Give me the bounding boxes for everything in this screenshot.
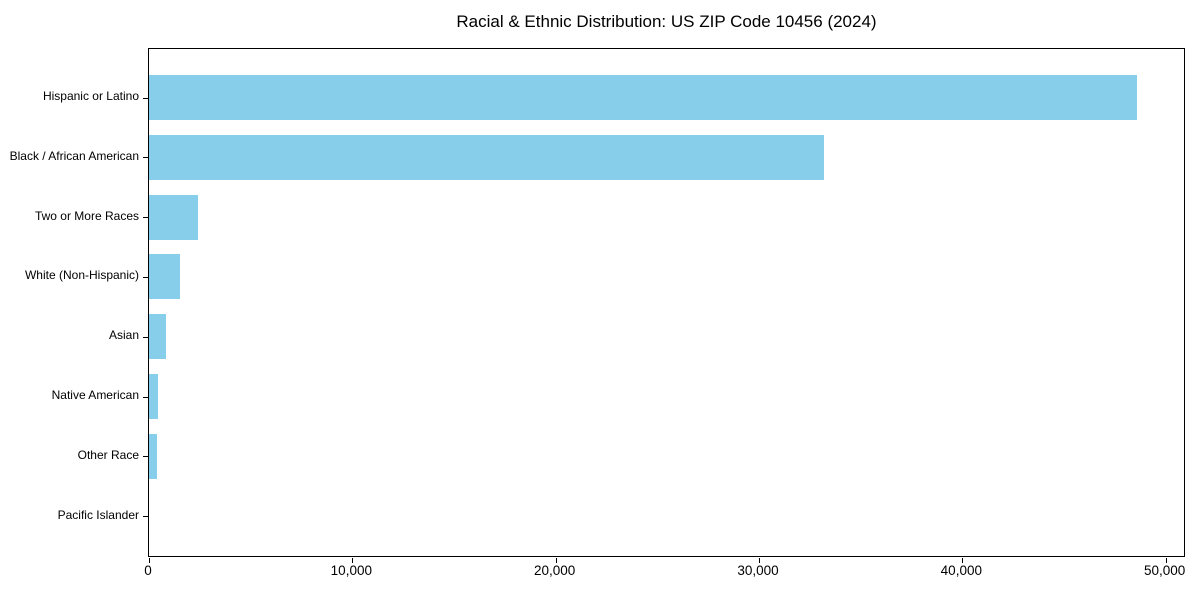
bar-white-non-hispanic (149, 254, 181, 300)
y-tick-mark (143, 396, 148, 398)
x-axis-tick-label: 30,000 (737, 563, 779, 578)
y-tick-mark (143, 217, 148, 219)
y-axis-label: Black / African American (9, 148, 139, 163)
x-axis-tick-label: 20,000 (534, 563, 576, 578)
y-axis-label: Other Race (77, 447, 139, 462)
y-axis-label: White (Non-Hispanic) (24, 268, 139, 283)
y-tick-mark (143, 276, 148, 278)
y-axis-label: Hispanic or Latino (42, 89, 139, 103)
x-tick-mark (352, 558, 354, 563)
bar-asian (149, 314, 167, 360)
y-tick-mark (143, 336, 148, 338)
x-tick-mark (1165, 558, 1167, 563)
bar-other-race (149, 433, 158, 479)
y-tick-mark (143, 516, 148, 518)
bar-two-or-more-races (149, 194, 198, 240)
x-axis-tick-label: 0 (144, 563, 152, 578)
bar-hispanic-or-latino (149, 75, 1138, 120)
y-axis-label: Pacific Islander (57, 507, 139, 522)
y-tick-mark (143, 456, 148, 458)
y-tick-mark (143, 157, 148, 159)
y-axis-label: Asian (108, 328, 139, 343)
x-axis-tick-label: 40,000 (940, 563, 982, 578)
bar-native-american (149, 374, 159, 419)
x-tick-mark (555, 558, 557, 563)
x-tick-mark (149, 558, 150, 563)
bar-black-african-american (149, 134, 825, 180)
y-axis-label: Two or More Races (34, 208, 139, 223)
x-tick-mark (962, 558, 964, 563)
x-axis-tick-label: 50,000 (1144, 563, 1186, 578)
y-axis-label: Native American (51, 388, 139, 402)
x-axis-tick-label: 10,000 (330, 563, 372, 578)
chart-title: Racial & Ethnic Distribution: US ZIP Cod… (456, 12, 877, 31)
x-tick-mark (759, 558, 760, 563)
y-tick-mark (143, 97, 148, 99)
plot-area (143, 48, 1185, 563)
